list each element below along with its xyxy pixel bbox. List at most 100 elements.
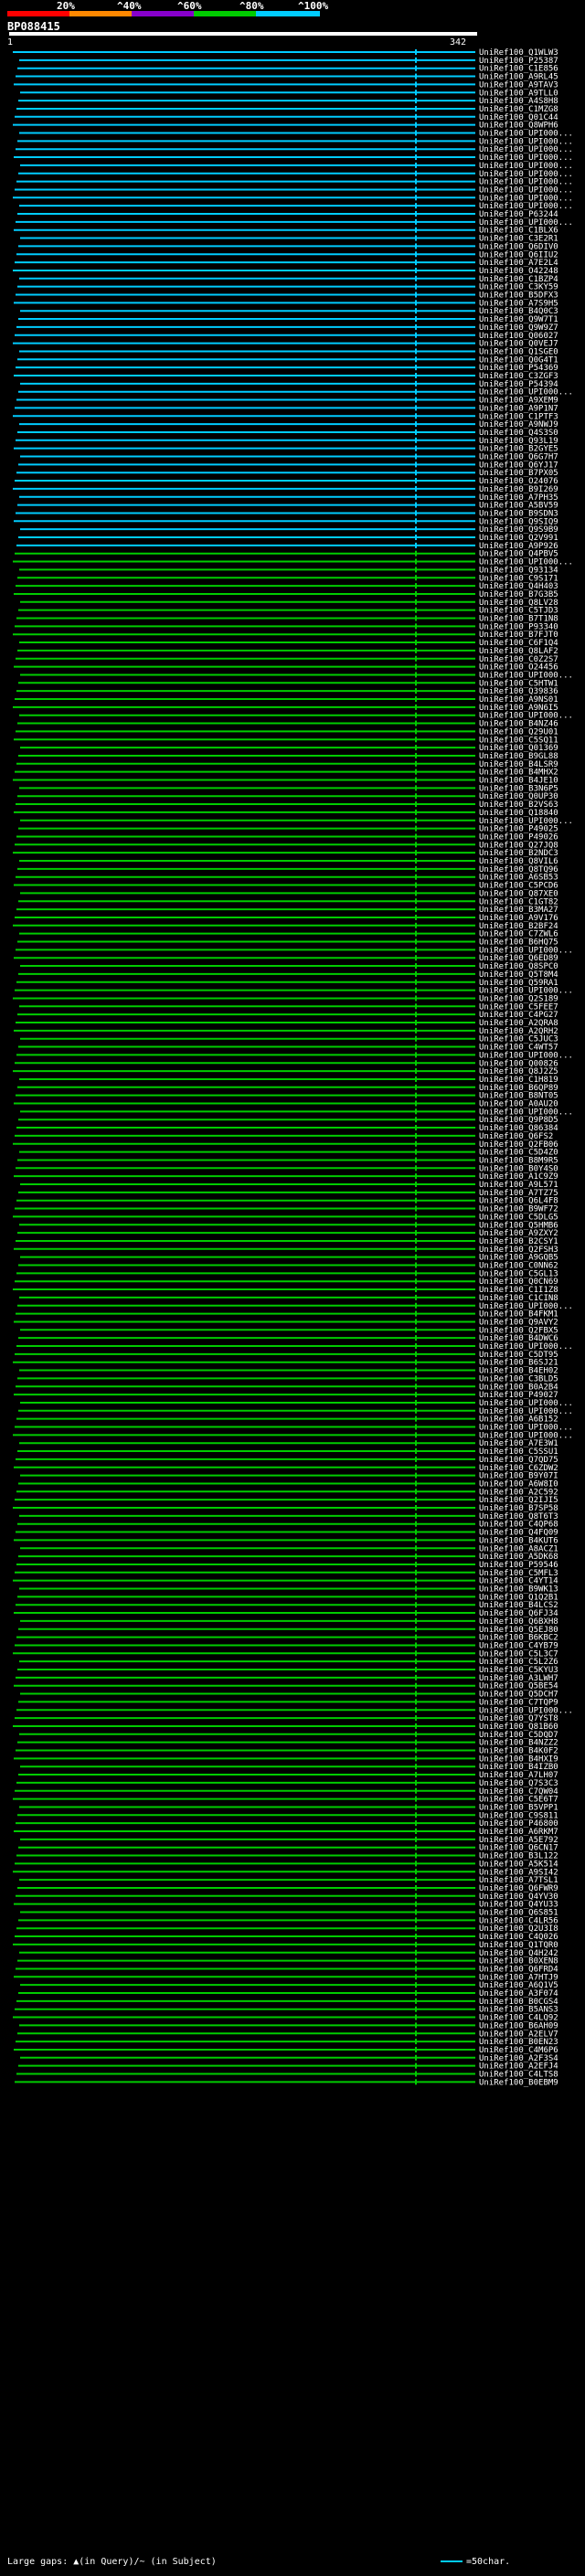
hit-label[interactable]: UniRef100_Q93134 xyxy=(479,566,558,575)
hit-label[interactable]: UniRef100_Q8TQ96 xyxy=(479,865,558,875)
hit-label[interactable]: UniRef100_UPI000... xyxy=(479,1051,573,1060)
hit-label[interactable]: UniRef100_Q86384 xyxy=(479,1124,558,1133)
hit-label[interactable]: UniRef100_Q4FQ09 xyxy=(479,1529,558,1538)
hit-label[interactable]: UniRef100_Q6FJ34 xyxy=(479,1609,558,1618)
hit-label[interactable]: UniRef100_B7FJT0 xyxy=(479,631,558,640)
hit-label[interactable]: UniRef100_C7TQP9 xyxy=(479,1698,558,1707)
hit-label[interactable]: UniRef100_UPI000... xyxy=(479,170,573,179)
hit-label[interactable]: UniRef100_A1C9Z9 xyxy=(479,1172,558,1182)
hit-label[interactable]: UniRef100_C7ZWL6 xyxy=(479,930,558,939)
hit-label[interactable]: UniRef100_B4MHX2 xyxy=(479,769,558,778)
hit-label[interactable]: UniRef100_C3BLD5 xyxy=(479,1374,558,1383)
hit-label[interactable]: UniRef100_C4LTS8 xyxy=(479,2071,558,2080)
hit-label[interactable]: UniRef100_Q4PBV5 xyxy=(479,550,558,559)
hit-label[interactable]: UniRef100_C6F1Q4 xyxy=(479,639,558,648)
hit-label[interactable]: UniRef100_C1BLX6 xyxy=(479,227,558,236)
hit-label[interactable]: UniRef100_C6ZDW2 xyxy=(479,1464,558,1473)
hit-label[interactable]: UniRef100_B9Y07I xyxy=(479,1472,558,1481)
hit-label[interactable]: UniRef100_B5VPP1 xyxy=(479,1803,558,1812)
hit-label[interactable]: UniRef100_P46800 xyxy=(479,1819,558,1829)
hit-label[interactable]: UniRef100_C4PG27 xyxy=(479,1011,558,1020)
hit-label[interactable]: UniRef100_A7PH35 xyxy=(479,493,558,503)
hit-label[interactable]: UniRef100_B4NZZ2 xyxy=(479,1739,558,1748)
hit-label[interactable]: UniRef100_Q8LAF2 xyxy=(479,647,558,656)
hit-label[interactable]: UniRef100_A9RL45 xyxy=(479,73,558,82)
hit-label[interactable]: UniRef100_C1E856 xyxy=(479,65,558,74)
hit-label[interactable]: UniRef100_A9ZXY2 xyxy=(479,1229,558,1238)
hit-label[interactable]: UniRef100_P25387 xyxy=(479,57,558,66)
hit-label[interactable]: UniRef100_C5L2Z6 xyxy=(479,1658,558,1667)
hit-label[interactable]: UniRef100_P93340 xyxy=(479,622,558,631)
hit-label[interactable]: UniRef100_A2F3S4 xyxy=(479,2054,558,2063)
hit-label[interactable]: UniRef100_A9TAV3 xyxy=(479,80,558,90)
hit-label[interactable]: UniRef100_P59546 xyxy=(479,1561,558,1570)
hit-label[interactable]: UniRef100_A6W8I0 xyxy=(479,1479,558,1489)
hit-label[interactable]: UniRef100_UPI000... xyxy=(479,712,573,721)
hit-label[interactable]: UniRef100_B7G3B5 xyxy=(479,590,558,599)
hit-label[interactable]: UniRef100_Q7QD75 xyxy=(479,1456,558,1465)
hit-label[interactable]: UniRef100_Q8WPH6 xyxy=(479,122,558,131)
hit-label[interactable]: UniRef100_B2NDC3 xyxy=(479,849,558,858)
hit-label[interactable]: UniRef100_Q18840 xyxy=(479,809,558,818)
hit-label[interactable]: UniRef100_B4JE10 xyxy=(479,777,558,786)
hit-label[interactable]: UniRef100_B0Y4S0 xyxy=(479,1164,558,1173)
hit-label[interactable]: UniRef100_UPI000... xyxy=(479,946,573,955)
hit-label[interactable]: UniRef100_UPI000... xyxy=(479,1108,573,1117)
hit-label[interactable]: UniRef100_Q6DIV0 xyxy=(479,242,558,251)
hit-label[interactable]: UniRef100_Q7S3C3 xyxy=(479,1779,558,1788)
hit-label[interactable]: UniRef100_C4Q026 xyxy=(479,1933,558,1942)
hit-label[interactable]: UniRef100_A9NWJ9 xyxy=(479,420,558,429)
hit-label[interactable]: UniRef100_UPI000... xyxy=(479,1342,573,1352)
hit-label[interactable]: UniRef100_A6SB53 xyxy=(479,874,558,883)
hit-label[interactable]: UniRef100_Q9AVY2 xyxy=(479,1318,558,1327)
hit-label[interactable]: UniRef100_A9SI42 xyxy=(479,1868,558,1877)
hit-label[interactable]: UniRef100_B8NT05 xyxy=(479,1092,558,1101)
hit-label[interactable]: UniRef100_A7TZ75 xyxy=(479,1189,558,1198)
hit-label[interactable]: UniRef100_C4LR56 xyxy=(479,1916,558,1925)
hit-label[interactable]: UniRef100_B4LSR9 xyxy=(479,760,558,769)
hit-label[interactable]: UniRef100_Q9W9Z7 xyxy=(479,323,558,333)
hit-label[interactable]: UniRef100_Q1TQR0 xyxy=(479,1941,558,1950)
hit-label[interactable]: UniRef100_B9GL88 xyxy=(479,752,558,761)
hit-label[interactable]: UniRef100_C4QP68 xyxy=(479,1521,558,1530)
hit-label[interactable]: UniRef100_Q5EJ80 xyxy=(479,1626,558,1635)
hit-label[interactable]: UniRef100_C5SSU1 xyxy=(479,1447,558,1457)
hit-label[interactable]: UniRef100_UPI000... xyxy=(479,218,573,228)
hit-label[interactable]: UniRef100_C1H819 xyxy=(479,1076,558,1085)
hit-label[interactable]: UniRef100_A5BV59 xyxy=(479,502,558,511)
hit-label[interactable]: UniRef100_C3ZGF3 xyxy=(479,372,558,381)
hit-label[interactable]: UniRef100_B0A2B4 xyxy=(479,1383,558,1392)
hit-label[interactable]: UniRef100_O24076 xyxy=(479,477,558,486)
hit-label[interactable]: UniRef100_C3KY59 xyxy=(479,283,558,292)
hit-label[interactable]: UniRef100_Q1WLW3 xyxy=(479,48,558,58)
hit-label[interactable]: UniRef100_UPI000... xyxy=(479,186,573,195)
hit-label[interactable]: UniRef100_B4Q0C3 xyxy=(479,307,558,316)
hit-label[interactable]: UniRef100_C1CIN8 xyxy=(479,1294,558,1303)
hit-label[interactable]: UniRef100_Q4H242 xyxy=(479,1949,558,1958)
hit-label[interactable]: UniRef100_A2ELV7 xyxy=(479,2030,558,2039)
hit-label[interactable]: UniRef100_C5GL13 xyxy=(479,1269,558,1278)
hit-label[interactable]: UniRef100_Q59RA1 xyxy=(479,979,558,988)
hit-label[interactable]: UniRef100_UPI000... xyxy=(479,137,573,146)
hit-label[interactable]: UniRef100_B4K0F2 xyxy=(479,1747,558,1756)
hit-label[interactable]: UniRef100_B4IZB0 xyxy=(479,1763,558,1772)
hit-label[interactable]: UniRef100_C1PTF3 xyxy=(479,412,558,421)
hit-label[interactable]: UniRef100_B6KBC2 xyxy=(479,1634,558,1643)
hit-label[interactable]: UniRef100_Q06027 xyxy=(479,332,558,341)
hit-label[interactable]: UniRef100_Q01369 xyxy=(479,744,558,753)
hit-label[interactable]: UniRef100_A7S9H5 xyxy=(479,299,558,308)
hit-label[interactable]: UniRef100_B0EBM9 xyxy=(479,2078,558,2087)
hit-label[interactable]: UniRef100_Q6FS2 xyxy=(479,1132,553,1141)
hit-label[interactable]: UniRef100_A9TLL0 xyxy=(479,89,558,98)
hit-label[interactable]: UniRef100_Q5T8M4 xyxy=(479,970,558,980)
hit-label[interactable]: UniRef100_A9P1N7 xyxy=(479,404,558,413)
hit-label[interactable]: UniRef100_UPI000... xyxy=(479,817,573,826)
hit-label[interactable]: UniRef100_Q2FB06 xyxy=(479,1140,558,1150)
hit-label[interactable]: UniRef100_A2C592 xyxy=(479,1488,558,1497)
hit-label[interactable]: UniRef100_C0Z2S7 xyxy=(479,655,558,664)
hit-label[interactable]: UniRef100_C5FEE7 xyxy=(479,1002,558,1012)
hit-label[interactable]: UniRef100_UPI000... xyxy=(479,178,573,187)
hit-label[interactable]: UniRef100_Q6FRD4 xyxy=(479,1965,558,1974)
hit-label[interactable]: UniRef100_UPI000... xyxy=(479,558,573,567)
hit-label[interactable]: UniRef100_Q2V991 xyxy=(479,534,558,543)
